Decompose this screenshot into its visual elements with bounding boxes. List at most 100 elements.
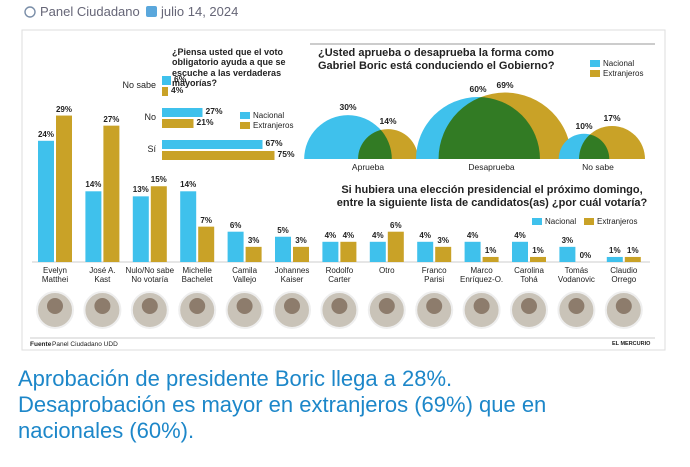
portrait-face [426,298,443,314]
value-label: 4% [466,230,479,240]
headline: Aprobación de presidente Boric llega a 2… [18,366,678,444]
portrait-face [378,298,395,314]
category-label: José A. Kast [89,266,116,285]
bar [530,256,546,262]
portrait-face [284,298,300,314]
bar [482,256,499,262]
bar [38,140,54,262]
bar [162,119,194,128]
bar [150,186,167,262]
legend-label: Extranjeros [253,121,294,130]
value-label: 6% [229,220,242,230]
bar [512,241,528,262]
value-label: 4% [171,85,184,95]
category-label: Tomás Vodanovic [557,266,595,285]
category-label: Rodolfo Carter [325,266,354,285]
bar [162,76,171,85]
bar [227,231,244,262]
legend-label: Nacional [545,217,577,226]
portrait-face [615,298,632,314]
portrait-face [473,298,490,314]
value-label: 1% [609,245,621,255]
value-label: 21% [196,117,214,127]
value-label: 7% [200,215,212,225]
value-label: 29% [55,104,72,114]
bar [56,115,72,262]
category-label: Carolina Tohá [514,266,544,285]
bar [387,231,404,262]
category-label: Nulo/No sabe No votaría [125,266,175,285]
bar [559,246,576,262]
value-label: 6% [390,220,402,230]
portrait-face [141,298,158,314]
chart-title: ¿Usted aprueba o desaprueba la forma com… [318,47,555,72]
semicircle [579,126,645,159]
calendar-icon [146,6,157,17]
value-label: 69% [496,79,514,90]
semicircle [358,129,418,159]
category-label: Otro [379,266,395,275]
bar [162,108,203,117]
chart-title: Si hubiera una elección presidencial el … [336,184,648,209]
category-label: Johannes Kaiser [274,266,310,285]
category-label: No sabe [582,162,614,172]
bar [435,246,452,262]
value-label: 27% [103,114,120,124]
headline-line: Aprobación de presidente Boric llega a 2… [18,366,453,391]
value-label: 60% [469,84,487,95]
value-label: 17% [603,113,621,123]
bar [162,140,263,149]
category-label: Evelyn Matthei [41,266,69,285]
category-label: No sabe [122,80,156,90]
headline-line: Desaprobación es mayor en extranjeros (6… [18,392,547,417]
bar [293,246,309,262]
bar [132,196,149,262]
date: julio 14, 2024 [161,4,239,19]
value-label: 4% [372,230,384,240]
value-label: 4% [342,230,355,240]
category-label: Marco Enríquez-O. [460,266,504,285]
value-label: 14% [180,180,197,190]
value-label: 4% [419,230,431,240]
value-label: 30% [339,102,357,113]
category-label: Michelle Bachelet [181,266,213,285]
category-label: Desaprueba [468,162,515,172]
source-text: Panel Ciudadano UDD [52,341,118,348]
legend-swatch [240,112,250,119]
category-label: Aprueba [351,162,385,172]
portrait-face [47,298,63,314]
portrait-face [331,298,348,314]
publisher: EL MERCURIO [612,341,651,347]
value-label: 14% [85,180,102,190]
value-label: 15% [150,175,167,185]
value-label: 1% [484,245,497,255]
value-label: 27% [205,106,223,116]
bar [606,256,623,262]
value-label: 3% [561,235,574,245]
value-label: 3% [247,235,260,245]
value-label: 75% [277,149,295,159]
bar [464,241,481,262]
value-label: 3% [295,235,307,245]
user-icon [24,6,36,18]
legend-swatch [532,218,542,225]
value-label: 6% [174,74,187,84]
value-label: 67% [265,138,283,148]
author: Panel Ciudadano [40,4,140,19]
headline-line: nacionales (60%). [18,418,195,443]
value-label: 0% [579,251,592,260]
chart-title: ¿Piensa usted que el voto obligatorio ay… [172,47,286,89]
bar [369,241,386,262]
bar [340,241,357,262]
legend-label: Extranjeros [597,217,638,226]
legend-swatch [590,60,600,67]
bar [180,191,197,262]
legend-label: Nacional [603,59,635,68]
bar [162,87,168,96]
value-label: 10% [575,120,593,131]
portrait-face [94,298,111,314]
bar [275,236,291,262]
category-label: Camila Vallejo [232,266,258,285]
